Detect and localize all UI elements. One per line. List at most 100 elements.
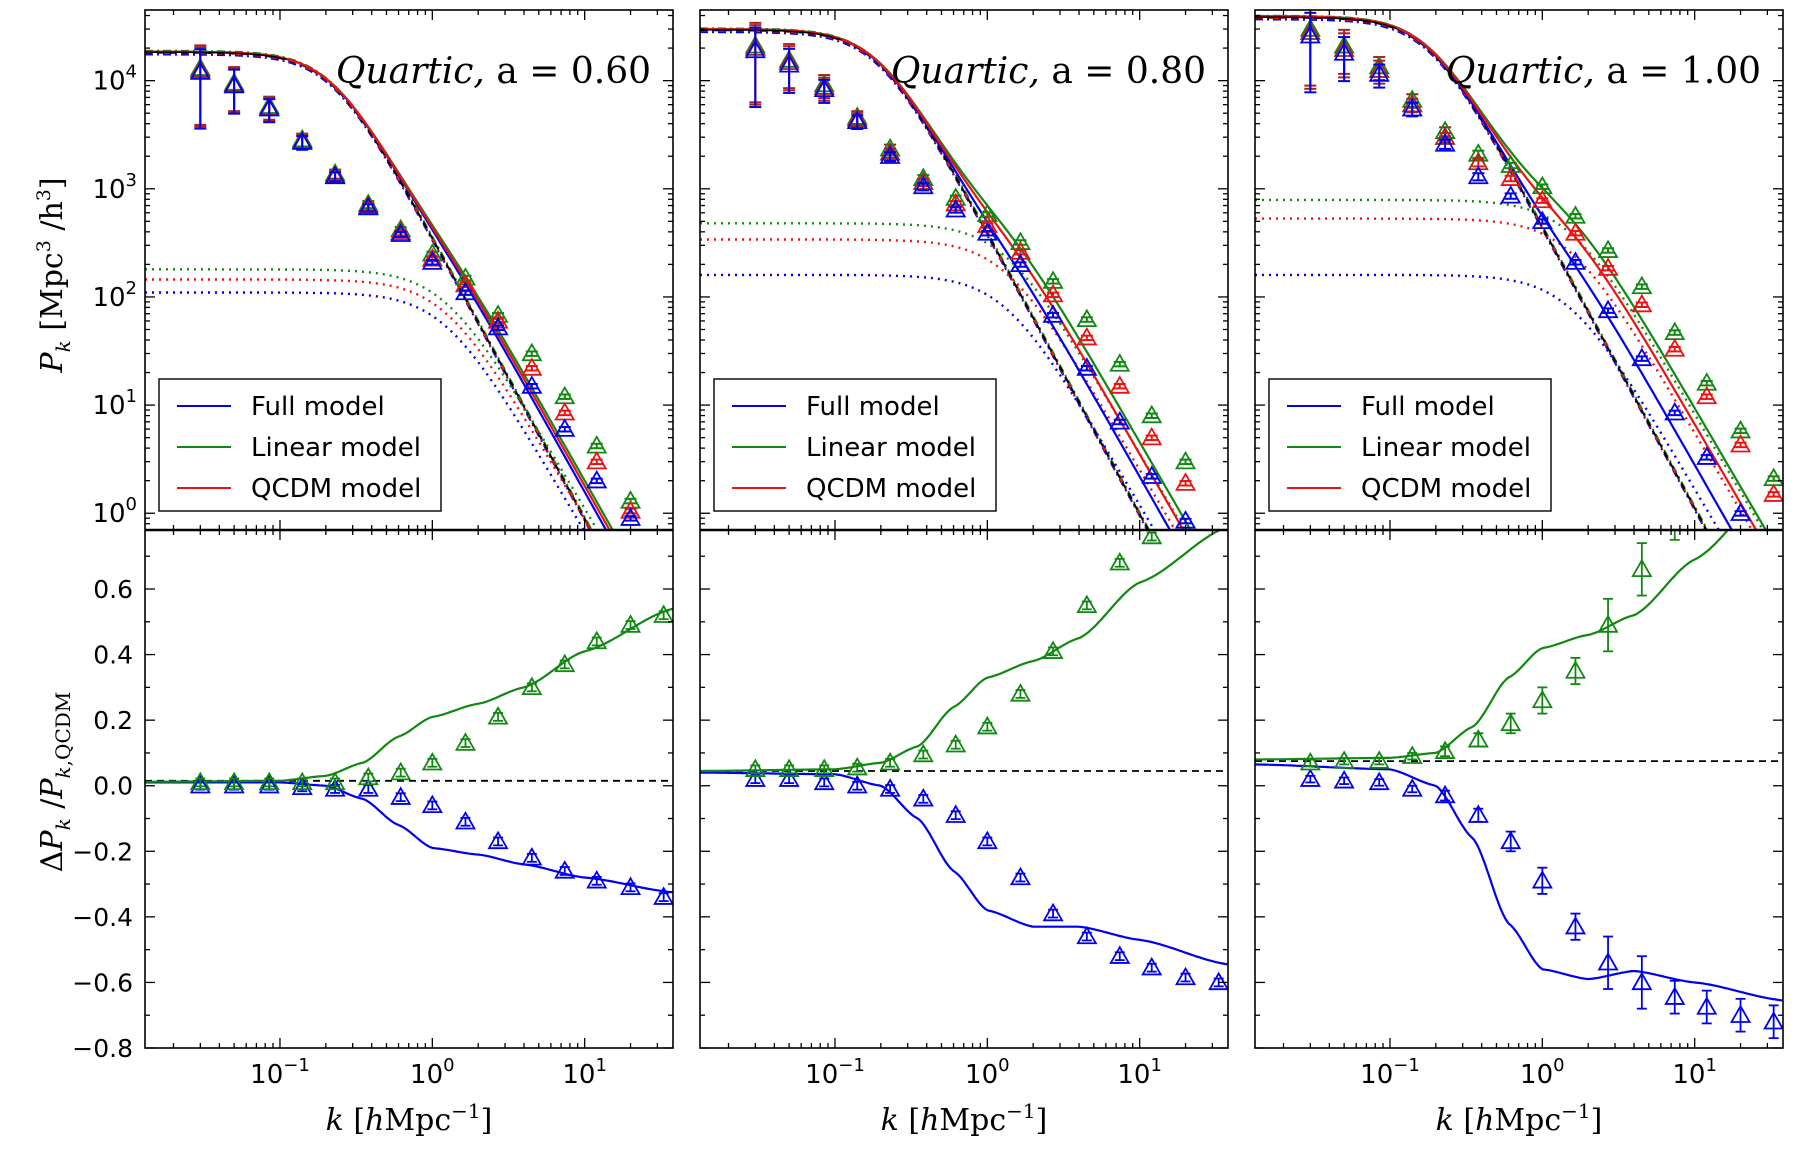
legend-label: QCDM model <box>1361 474 1531 504</box>
full-ratio-point <box>421 794 443 814</box>
full-ratio-point <box>1664 986 1686 1005</box>
full-ratio-curve <box>1255 763 1783 1002</box>
panel-1: 10−1 100 101 k [hMpc−1] 100 101 102 103 104 −0.8 −… <box>72 9 674 1138</box>
x-tick-label: 101 <box>1672 1055 1717 1090</box>
top-plot-area <box>700 27 1192 530</box>
qcdm-data-point <box>1597 257 1619 276</box>
qcdm-data-point <box>421 248 443 267</box>
full-data-point <box>846 110 868 130</box>
full-data-point <box>1009 253 1032 273</box>
full-ratio-point <box>1531 869 1553 889</box>
x-tick-label: 101 <box>1117 1055 1162 1090</box>
linear-ratio-point <box>813 758 835 777</box>
linear-ratio-point <box>223 771 245 791</box>
full-ratio-point <box>1042 902 1064 922</box>
full-ratio-point <box>1368 771 1390 791</box>
full-ratio-point <box>879 778 901 797</box>
full-data-point <box>1500 185 1522 204</box>
full-data-point <box>1696 446 1718 465</box>
full-data-point <box>521 375 543 394</box>
full-data-point <box>879 145 901 164</box>
full-data-point <box>1531 210 1553 230</box>
full-data-point <box>945 198 967 218</box>
full-data-point <box>976 222 998 241</box>
full-data-point <box>1664 401 1686 421</box>
linear-theory-full <box>1255 18 1707 530</box>
full-ratio-point <box>619 876 642 896</box>
reference-dashed-curve <box>145 51 592 530</box>
top-data-points <box>1299 10 1783 521</box>
full-ratio-point <box>454 810 477 830</box>
qcdm-model-curve <box>145 50 611 530</box>
linear-ratio-curve <box>145 607 673 783</box>
full-model-curve <box>145 50 608 530</box>
full-ratio-point <box>189 774 211 794</box>
qcdm-data-point <box>1141 426 1163 446</box>
full-data-point <box>291 131 313 150</box>
full-ratio-point <box>1299 768 1321 787</box>
full-ratio-point <box>813 771 835 791</box>
full-data-point <box>324 165 346 185</box>
full-ratio-point <box>1174 966 1197 986</box>
linear-ratio-point <box>189 771 211 791</box>
linear-ratio-point <box>454 732 477 751</box>
full-data-point <box>189 61 211 80</box>
full-data-point <box>1109 411 1131 430</box>
full-data-point <box>1564 251 1587 270</box>
full-ratio-point <box>1009 866 1032 886</box>
full-data-point <box>1299 24 1321 44</box>
x-tick-label: 10−1 <box>805 1055 865 1090</box>
qcdm-data-point <box>1664 338 1686 357</box>
linear-ratio-point <box>945 733 967 753</box>
full-data-point <box>1631 347 1653 367</box>
qcdm-data-point <box>1729 433 1752 453</box>
qcdm-data-point <box>1631 293 1653 313</box>
linear-ratio-point <box>879 751 901 771</box>
linear-data-point <box>976 203 998 223</box>
legend-label: Full model <box>251 392 385 422</box>
linear-ratio-curve <box>700 530 1223 773</box>
linear-ratio-point <box>1076 594 1098 614</box>
full-ratio-point <box>778 768 800 787</box>
linear-ratio-point <box>744 758 766 777</box>
linear-data-point <box>1631 275 1653 295</box>
linear-data-point <box>1597 239 1619 258</box>
full-ratio-point <box>744 768 766 787</box>
top-y-tick-label: 104 <box>92 62 137 97</box>
panel-title: Quartic, a = 1.00 <box>1446 51 1761 92</box>
bottom-y-tick-label: −0.6 <box>72 968 133 997</box>
svg-text:ΔPk /Pk,QCDM: ΔPk /Pk,QCDM <box>35 692 75 873</box>
linear-ratio-point <box>554 653 576 673</box>
full-data-point <box>813 78 835 98</box>
full-ratio-point <box>1631 971 1653 991</box>
qcdm-model-curve <box>700 28 1185 530</box>
full-ratio-point <box>945 804 967 823</box>
full-ratio-point <box>912 788 934 807</box>
x-axis-label: k [hMpc−1] <box>1436 1099 1603 1138</box>
linear-data-point <box>1076 308 1098 328</box>
reference-dashed-curve <box>700 29 1150 530</box>
full-ratio-point <box>357 778 379 797</box>
qcdm-data-point <box>1531 189 1553 209</box>
linear-data-point <box>1500 154 1522 173</box>
x-tick-label: 10−1 <box>1360 1055 1420 1090</box>
full-data-point <box>1729 502 1752 521</box>
linear-theory-linear <box>1255 14 1709 530</box>
full-data-point <box>357 196 379 216</box>
linear-model-curve <box>145 50 614 530</box>
qcdm-data-point <box>1076 326 1098 346</box>
bottom-y-axis-label: ΔPk /Pk,QCDM <box>35 692 75 873</box>
full-ratio-point <box>554 860 576 879</box>
full-ratio-point <box>1401 778 1423 797</box>
linear-ratio-point <box>390 761 412 781</box>
linear-ratio-point <box>357 766 379 786</box>
linear-ratio-point <box>778 758 800 777</box>
x-tick-label: 100 <box>965 1055 1010 1090</box>
full-data-point <box>912 175 934 195</box>
full-ratio-point <box>487 830 509 850</box>
legend-label: Linear model <box>1361 433 1531 463</box>
full-data-point <box>554 418 576 437</box>
top-data-points <box>189 44 642 526</box>
legend-label: Full model <box>1361 392 1495 422</box>
full-data-point <box>421 251 443 270</box>
